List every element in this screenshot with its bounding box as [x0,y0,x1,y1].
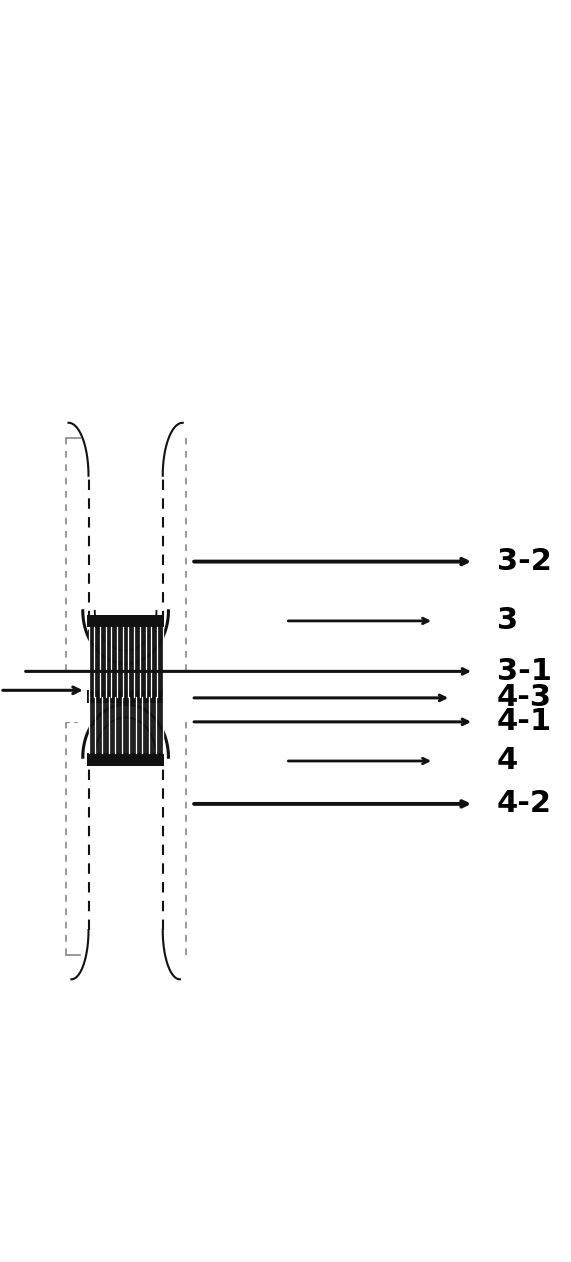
Text: 4-2: 4-2 [497,790,552,818]
Text: 4: 4 [497,747,518,775]
Bar [89,627,163,697]
Text: 3: 3 [497,607,518,635]
Text: 3-1: 3-1 [497,658,552,685]
Bar [87,615,164,627]
Text: 4-1: 4-1 [497,708,552,736]
Text: 3-2: 3-2 [497,548,552,575]
Bar [89,697,163,753]
Bar [87,690,164,703]
Text: 4-3: 4-3 [497,684,552,712]
Bar [87,753,164,766]
